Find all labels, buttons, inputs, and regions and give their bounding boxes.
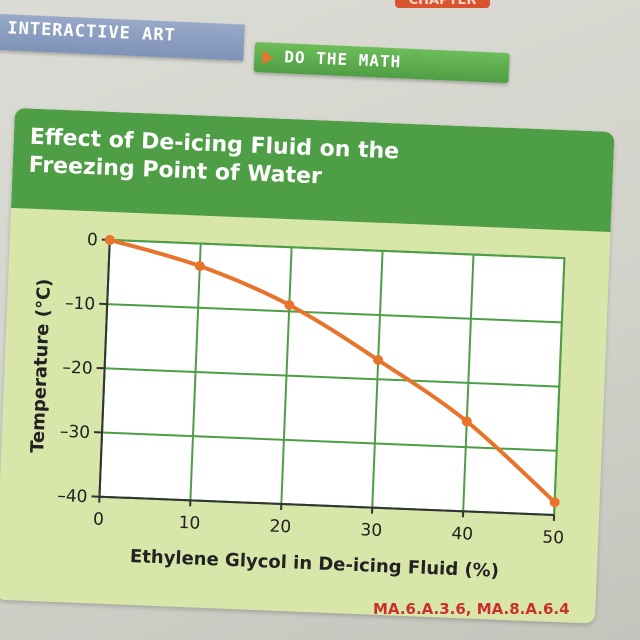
y-tick-label-0: 0	[87, 230, 99, 250]
y-tick-label-2: –20	[62, 358, 93, 379]
chapter-tab: CHAPTER	[395, 0, 490, 8]
data-point-4	[461, 416, 472, 427]
x-tick-label-5: 50	[542, 528, 564, 549]
data-point-2	[284, 299, 295, 310]
series-line	[107, 237, 557, 505]
x-tick-label-0: 0	[93, 509, 105, 529]
data-point-1	[194, 261, 205, 272]
chart-panel: Effect of De-icing Fluid on the Freezing…	[0, 108, 615, 624]
y-gridline-1	[107, 303, 562, 324]
x-tick-label-3: 30	[360, 520, 382, 541]
x-tick-label-2: 20	[269, 517, 291, 538]
data-point-0	[104, 234, 115, 245]
y-tick-label-4: –40	[57, 486, 88, 507]
do-the-math-banner: DO THE MATH	[253, 42, 510, 84]
x-axis-line	[99, 495, 555, 516]
standards-codes: MA.6.A.3.6, MA.8.A.6.4	[373, 600, 570, 618]
y-tick-label-3: –30	[59, 422, 90, 443]
play-arrow-icon	[262, 50, 274, 65]
y-gridline-3	[102, 431, 557, 452]
y-axis-title: Temperature (°C)	[27, 278, 55, 453]
interactive-art-label: INTERACTIVE ART	[6, 18, 177, 46]
data-point-5	[549, 497, 560, 508]
y-tick-label-1: –10	[65, 293, 96, 314]
y-gridline-2	[104, 367, 560, 388]
interactive-art-banner: INTERACTIVE ART	[0, 14, 245, 61]
do-the-math-label: DO THE MATH	[283, 47, 402, 72]
x-tick-label-1: 10	[178, 513, 200, 534]
data-point-3	[373, 355, 384, 366]
x-axis-title: Ethylene Glycol in De-icing Fluid (%)	[130, 546, 500, 582]
x-tick-label-4: 40	[451, 524, 473, 545]
